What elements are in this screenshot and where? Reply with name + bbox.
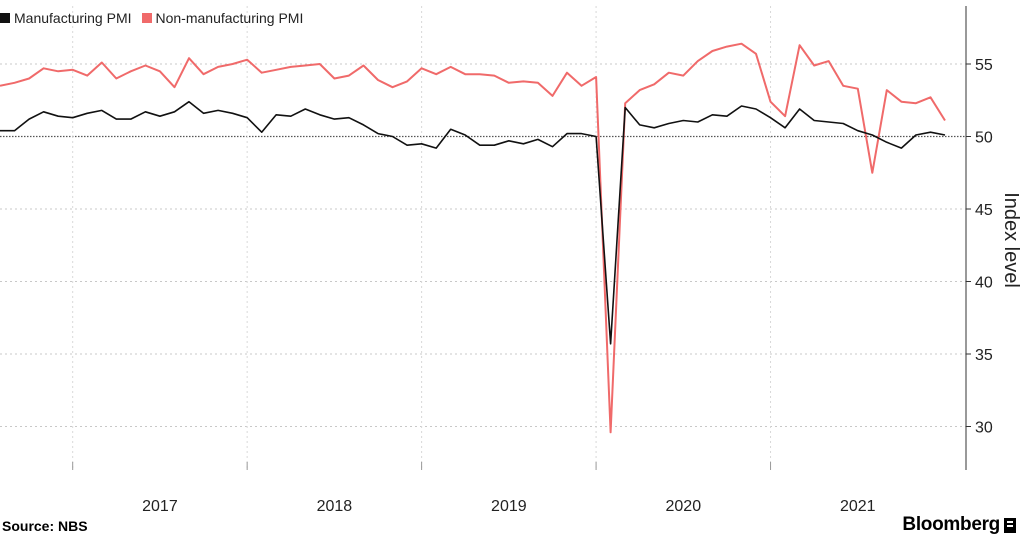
x-axis: 2017 2018 2019 2020 2021 [72, 462, 876, 515]
x-tick-label-2019: 2019 [491, 498, 527, 515]
source-note: Source: NBS [2, 518, 88, 534]
y-tick-label-35: 35 [975, 347, 993, 364]
legend: Manufacturing PMI Non-manufacturing PMI [0, 10, 313, 26]
series-line-manufacturing [0, 100, 946, 345]
legend-label-manufacturing: Manufacturing PMI [14, 10, 132, 26]
bloomberg-icon [1004, 517, 1016, 533]
brand-logo: Bloomberg [902, 514, 1016, 536]
legend-label-non-manufacturing: Non-manufacturing PMI [155, 10, 304, 26]
y-tick-label-30: 30 [975, 420, 993, 437]
grid-layer [0, 6, 966, 470]
y-tick-label-55: 55 [975, 57, 993, 74]
x-tick-label-2020: 2020 [666, 498, 702, 515]
brand-name: Bloomberg [902, 514, 1000, 535]
legend-swatch-non-manufacturing [141, 13, 152, 23]
y-tick-label-50: 50 [975, 130, 993, 147]
x-tick-label-2018: 2018 [317, 498, 353, 515]
y-tick-label-45: 45 [975, 202, 993, 219]
x-tick-label-2021: 2021 [840, 498, 876, 515]
series-line-non-manufacturing [0, 42, 946, 434]
x-tick-label-2017: 2017 [142, 498, 178, 515]
legend-item-manufacturing: Manufacturing PMI [0, 10, 132, 26]
series-layer [0, 42, 946, 434]
y-axis: 30 35 40 45 50 55 [965, 6, 993, 470]
legend-swatch-manufacturing [0, 13, 10, 23]
legend-item-non-manufacturing: Non-manufacturing PMI [141, 10, 304, 26]
y-axis-label: Index level [1000, 192, 1022, 288]
y-tick-label-40: 40 [975, 275, 993, 292]
